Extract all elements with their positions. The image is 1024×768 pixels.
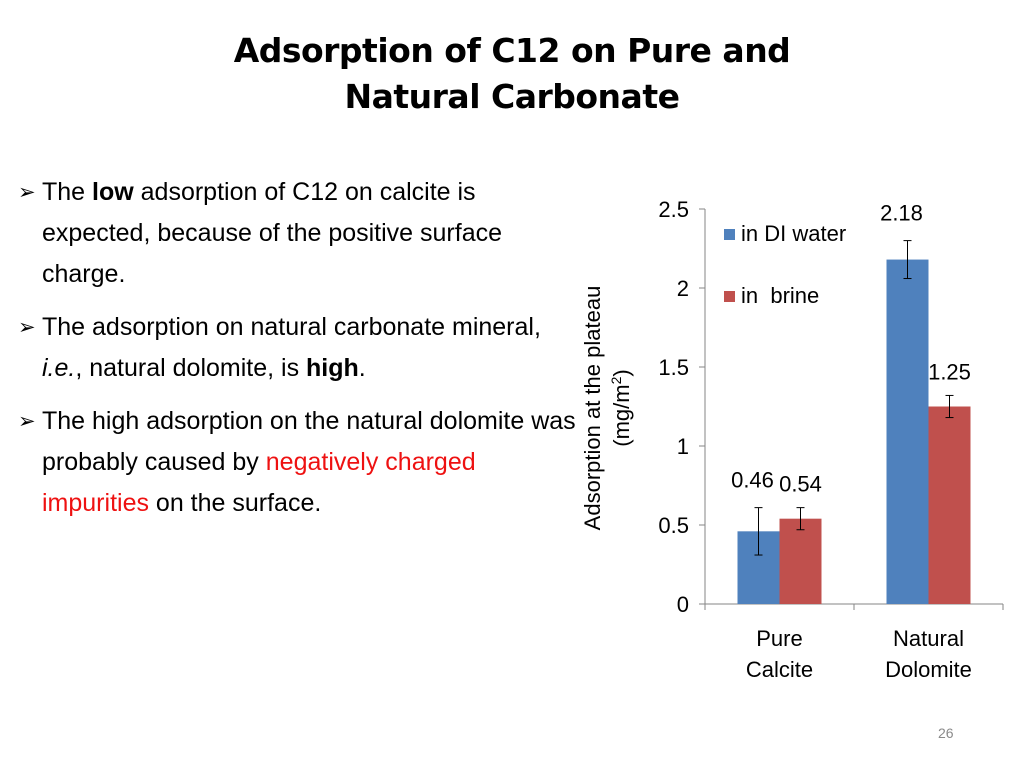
bullet-item: ➢ The adsorption on natural carbonate mi…	[18, 307, 578, 389]
legend-swatch	[724, 229, 735, 240]
y-axis-label: Adsorption at the plateau (mg/m2)	[580, 286, 634, 531]
arrow-bullet-icon: ➢	[18, 316, 36, 339]
bullet-bold-text: low	[92, 178, 134, 206]
data-label: 2.18	[880, 201, 923, 226]
y-tick-label: 0.5	[658, 513, 689, 538]
legend-label: in DI water	[741, 221, 846, 246]
slide-title-line-2: Natural Carbonate	[344, 77, 680, 116]
y-tick-label: 2.5	[658, 197, 689, 222]
bullet-text: The	[42, 178, 93, 206]
bullet-list: ➢ The low adsorption of C12 on calcite i…	[18, 172, 578, 536]
x-tick-label: Calcite	[746, 657, 813, 682]
y-axis-label-line-1: Adsorption at the plateau	[580, 286, 605, 531]
bullet-text: The adsorption on natural carbonate mine…	[42, 313, 541, 341]
data-label: 0.54	[779, 472, 822, 497]
data-label: 0.46	[731, 468, 774, 493]
page-number: 26	[938, 725, 954, 741]
bar	[928, 406, 971, 604]
data-label: 1.25	[928, 359, 971, 384]
bullet-text: The high adsorption on the natural dolom…	[42, 407, 576, 476]
bullet-text: on the surface.	[148, 489, 322, 517]
x-tick-label: Dolomite	[885, 657, 972, 682]
bullet-text: .	[358, 354, 366, 382]
bullet-item: ➢ The high adsorption on the natural dol…	[18, 401, 578, 524]
bar	[886, 259, 929, 604]
slide-title-line-1: Adsorption of C12 on Pure and	[233, 31, 791, 70]
bullet-text: adsorption of C12 on calcite is expected…	[42, 178, 503, 288]
slide-title: Adsorption of C12 on Pure and Natural Ca…	[0, 28, 1024, 120]
bullet-bold-text: high	[306, 354, 359, 382]
legend-swatch	[724, 291, 735, 302]
bar	[779, 518, 822, 604]
bullet-red-text: negatively charged impurities	[42, 448, 476, 517]
bullet-item: ➢ The low adsorption of C12 on calcite i…	[18, 172, 578, 295]
arrow-bullet-icon: ➢	[18, 181, 36, 204]
x-tick-label: Pure	[756, 626, 802, 651]
adsorption-bar-chart: Adsorption at the plateau (mg/m2) 0 0.5 1 1…	[580, 197, 1004, 682]
y-tick-label: 1	[677, 434, 689, 459]
bullet-italic-text: i.e.	[42, 354, 76, 382]
arrow-bullet-icon: ➢	[18, 410, 36, 433]
y-tick-label: 0	[677, 592, 689, 617]
y-tick-label: 1.5	[658, 355, 689, 380]
legend-label: in brine	[741, 283, 819, 308]
x-tick-label: Natural	[893, 626, 964, 651]
bullet-text: , natural dolomite, is	[75, 354, 307, 382]
y-axis-label-line-2: (mg/m2)	[608, 369, 634, 446]
y-tick-label: 2	[677, 276, 689, 301]
